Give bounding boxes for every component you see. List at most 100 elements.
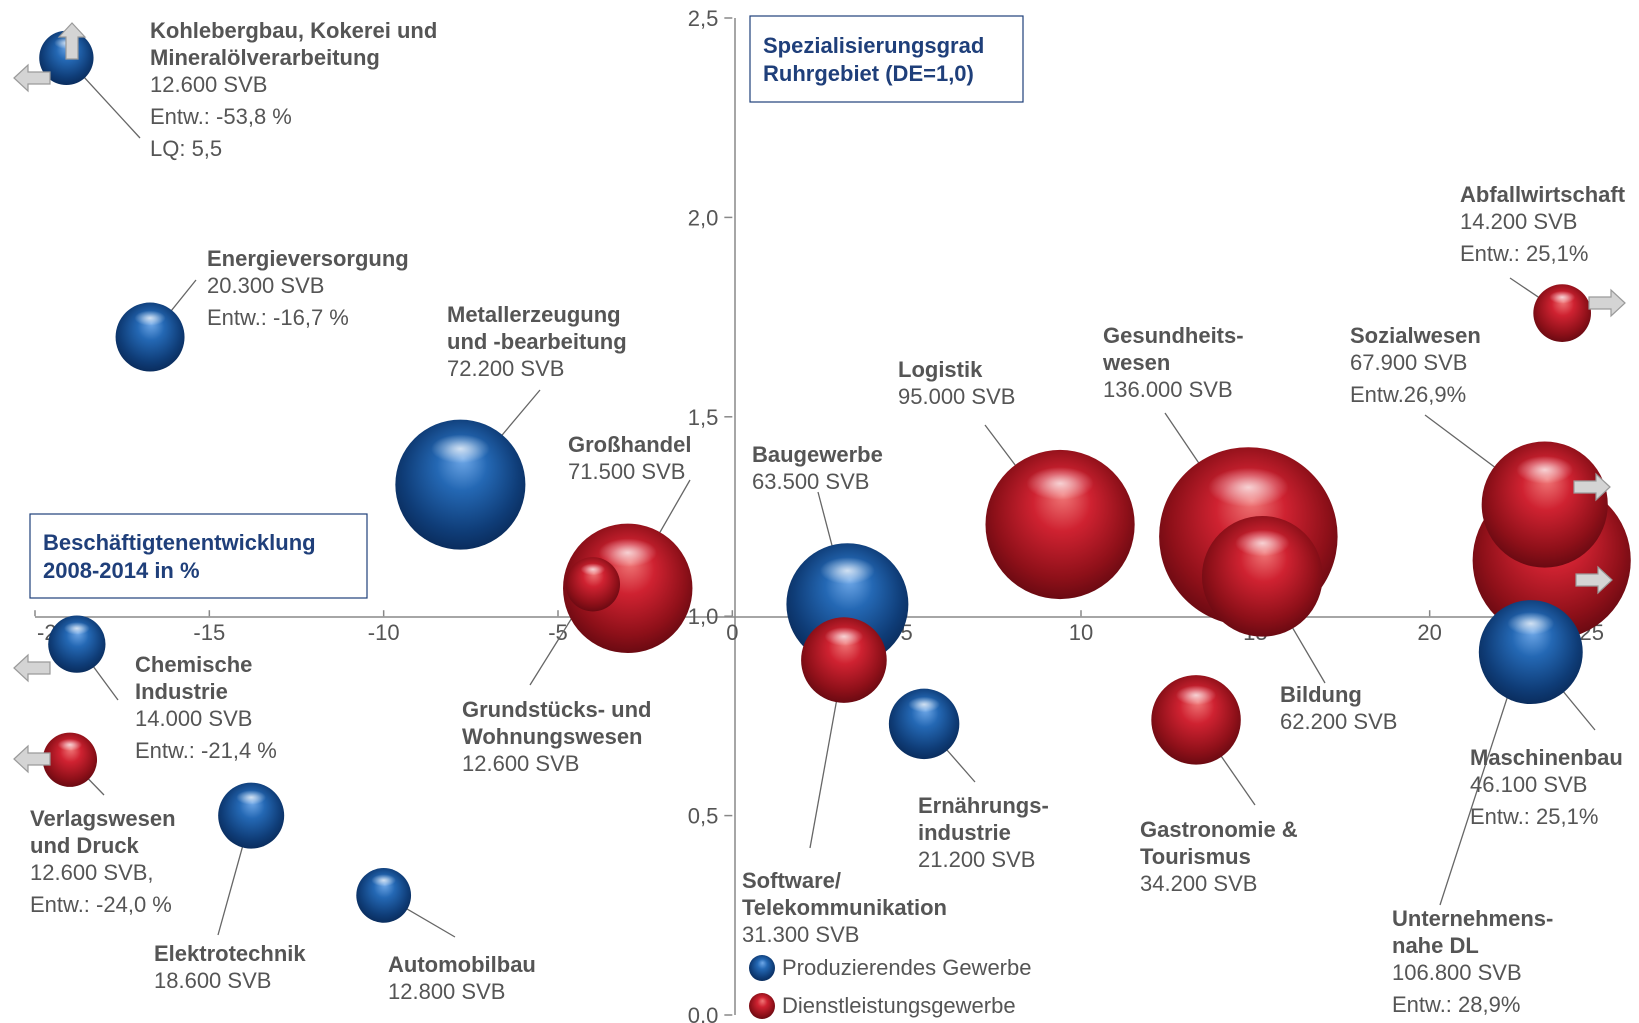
y-tick-label: 2,5 xyxy=(688,6,719,31)
bubble-bildung-highlight xyxy=(1235,529,1290,557)
bubble-auto-circle xyxy=(356,867,412,923)
y-ticks: 0,0 0,5 1,0 1,5 2,0 2,5 xyxy=(688,6,733,1023)
x-axis-title-line: Beschäftigtenentwicklung xyxy=(43,530,316,555)
arrow-left-icon xyxy=(13,744,51,774)
bubble-maschinen xyxy=(1478,600,1583,705)
bubble-elektro-highlight xyxy=(236,790,267,805)
legend-label: Dienstleistungsgewerbe xyxy=(782,993,1016,1018)
direction-arrows xyxy=(13,22,1626,774)
label-software: Software/Telekommunikation 31.300 SVB xyxy=(742,868,947,947)
x-tick-label: 0 xyxy=(726,620,738,645)
bubble-ernaehrung xyxy=(888,688,960,760)
y-axis-title-line: Spezialisierungsgrad xyxy=(763,33,984,58)
bubbles xyxy=(39,30,1631,923)
bubble-bau-highlight xyxy=(819,557,875,585)
bubble-ernaehrung-circle xyxy=(888,688,960,760)
bubble-sozial-highlight xyxy=(1516,455,1574,484)
arrow-left-icon xyxy=(13,63,51,93)
bubble-maschinen-circle xyxy=(1478,600,1583,705)
arrow-up-icon xyxy=(57,22,87,60)
label-sozial: Sozialwesen 67.900 SVB Entw.26,9% xyxy=(1350,323,1481,407)
y-axis-title-line: Ruhrgebiet (DE=1,0) xyxy=(763,61,974,86)
bubble-verlag xyxy=(42,732,98,787)
arrow-left-icon xyxy=(13,653,51,683)
bubble-grundstuecke-highlight xyxy=(580,563,606,576)
label-elektro: Elektrotechnik 18.600 SVB xyxy=(154,941,306,993)
bubble-logistik-highlight xyxy=(1026,467,1094,500)
bubble-bildung-circle xyxy=(1201,515,1323,637)
x-tick-label: 20 xyxy=(1417,620,1441,645)
legend-swatch xyxy=(749,993,775,1019)
bubble-chemie xyxy=(48,615,106,673)
label-grundstuecke: Grundstücks- und Wohnungswesen 12.600 SVB xyxy=(462,697,651,776)
y-tick-label: 1,5 xyxy=(688,405,719,430)
label-gastro: Gastronomie & Tourismus 34.200 SVB xyxy=(1140,817,1298,896)
bubble-metall-highlight xyxy=(431,434,490,464)
bubble-gesundheit-highlight xyxy=(1208,467,1289,507)
bubble-software-circle xyxy=(801,617,887,703)
bubble-software xyxy=(801,617,887,703)
label-logistik: Logistik 95.000 SVB xyxy=(898,357,1015,409)
label-gesundheit: Gesundheits-wesen 136.000 SVB xyxy=(1102,323,1244,402)
x-axis-title-line: 2008-2014 in % xyxy=(43,558,200,583)
arrow-right-icon xyxy=(1573,472,1611,502)
label-auto: Automobilbau 12.800 SVB xyxy=(388,952,536,1004)
label-ernaehrung: Ernährungs-industrie 21.200 SVB xyxy=(918,793,1049,872)
x-tick-label: -10 xyxy=(368,620,400,645)
x-tick-label: 10 xyxy=(1069,620,1093,645)
y-tick-label: 2,0 xyxy=(688,205,719,230)
bubble-verlag-circle xyxy=(42,732,98,787)
bubble-chemie-highlight xyxy=(63,622,90,635)
bubble-grosshandel-highlight xyxy=(598,538,657,567)
y-tick-label: 1,0 xyxy=(688,604,719,629)
legend-label: Produzierendes Gewerbe xyxy=(782,955,1031,980)
arrow-right-icon xyxy=(1588,288,1626,318)
x-axis-title-box: Beschäftigtenentwicklung 2008-2014 in % xyxy=(29,513,368,599)
bubble-abfall-circle xyxy=(1533,284,1591,342)
bubble-ernaehrung-highlight xyxy=(908,696,940,713)
bubble-bildung xyxy=(1201,515,1323,637)
bubble-elektro-circle xyxy=(218,782,285,849)
label-grosshandel: Großhandel 71.500 SVB xyxy=(568,432,691,484)
bubble-software-highlight xyxy=(824,627,864,646)
label-energie: Energieversorgung 20.300 SVB Entw.: -16,7 … xyxy=(207,246,409,330)
bubble-elektro xyxy=(218,782,285,849)
bubble-energie-highlight xyxy=(134,310,166,326)
label-chemie: Chemische Industrie 14.000 SVB Entw.: -21,4… xyxy=(135,652,277,763)
bubble-chemie-circle xyxy=(48,615,106,673)
bubble-labels: Kohlebergbau, Kokerei und Mineralölverarb… xyxy=(30,18,1626,1017)
x-tick-label: -15 xyxy=(193,620,225,645)
bubble-metall-circle xyxy=(395,419,526,550)
x-tick-label: -5 xyxy=(548,620,568,645)
bubble-grundstuecke-circle xyxy=(565,557,621,612)
legend-item-0: Produzierendes Gewerbe xyxy=(749,955,1031,981)
bubble-grosshandel-circle xyxy=(563,523,693,653)
label-abfall: Abfallwirtschaft 14.200 SVB Entw.: 25,1% xyxy=(1460,182,1626,266)
label-kohle: Kohlebergbau, Kokerei und Mineralölverarb… xyxy=(150,18,437,161)
bubble-verlag-highlight xyxy=(57,738,83,751)
bubble-auto xyxy=(356,867,412,923)
label-unternehmen: Unternehmens-nahe DL 106.800 SVB Entw.: 28… xyxy=(1392,906,1553,1017)
bubble-metall xyxy=(395,419,526,550)
bubble-grundstuecke xyxy=(565,557,621,612)
bubble-grosshandel xyxy=(563,523,693,653)
label-verlag: Verlagswesen und Druck 12.600 SVB, Entw.: -… xyxy=(30,806,176,917)
label-bildung: Bildung 62.200 SVB xyxy=(1280,682,1397,734)
label-bau: Baugewerbe 63.500 SVB xyxy=(752,442,883,494)
bubble-gastro-circle xyxy=(1151,675,1241,765)
bubble-gastro xyxy=(1151,675,1241,765)
label-maschinen: Maschinenbau 46.100 SVB Entw.: 25,1% xyxy=(1470,745,1623,829)
legend: Produzierendes Gewerbe Dienstleistungsgew… xyxy=(749,955,1031,1019)
legend-item-1: Dienstleistungsgewerbe xyxy=(749,993,1016,1019)
bubble-gastro-highlight xyxy=(1175,685,1217,706)
arrow-right-icon xyxy=(1575,565,1613,595)
label-metall: Metallerzeugung und -bearbeitung 72.200 SV… xyxy=(447,302,627,381)
y-axis-title-box: Spezialisierungsgrad Ruhrgebiet (DE=1,0) xyxy=(749,15,1024,103)
bubble-energie-circle xyxy=(115,302,185,372)
y-tick-label: 0,0 xyxy=(688,1003,719,1023)
legend-swatch xyxy=(749,955,775,981)
bubble-abfall xyxy=(1533,284,1591,342)
leader-lines xyxy=(65,57,1596,938)
y-tick-label: 0,5 xyxy=(688,804,719,829)
